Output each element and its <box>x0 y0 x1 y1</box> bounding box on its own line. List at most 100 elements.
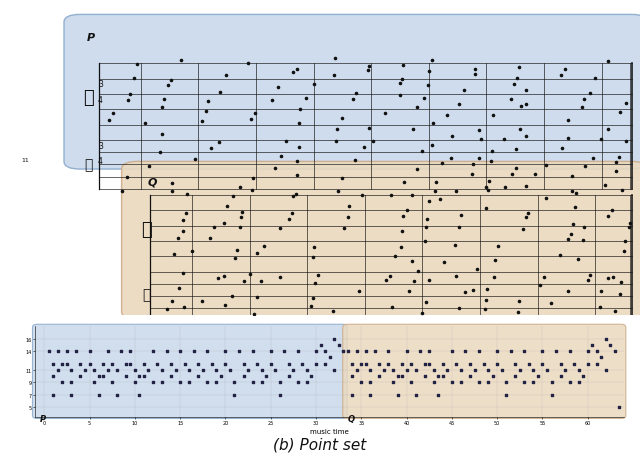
Point <box>284 373 294 380</box>
Point <box>166 297 177 305</box>
Point <box>488 373 498 380</box>
Point <box>406 360 416 368</box>
Point <box>511 146 521 153</box>
Point <box>542 366 552 374</box>
Point <box>515 366 525 374</box>
Point <box>257 366 267 374</box>
Point <box>123 97 133 104</box>
Point <box>567 174 577 181</box>
Point <box>474 379 484 386</box>
Point <box>533 373 543 380</box>
Point <box>222 203 232 210</box>
Point <box>603 58 613 65</box>
Point <box>175 348 185 355</box>
Point <box>292 379 303 386</box>
Point <box>601 335 611 343</box>
Point <box>501 379 511 386</box>
Point <box>356 360 367 368</box>
Point <box>603 213 613 220</box>
Point <box>607 207 617 214</box>
Point <box>556 72 566 79</box>
Point <box>497 366 507 374</box>
Point <box>351 348 362 355</box>
Point <box>483 366 493 374</box>
Point <box>363 67 373 75</box>
Point <box>276 153 286 160</box>
Point <box>397 373 407 380</box>
Point <box>596 288 606 295</box>
Point <box>397 76 408 83</box>
Point <box>470 66 480 73</box>
Point <box>596 354 607 361</box>
FancyBboxPatch shape <box>122 162 640 319</box>
Point <box>419 95 429 102</box>
Point <box>257 379 267 386</box>
Point <box>483 286 493 294</box>
Point <box>294 106 305 113</box>
Point <box>214 139 224 146</box>
Point <box>239 277 249 285</box>
Point <box>211 379 221 386</box>
Point <box>595 304 605 311</box>
Point <box>162 306 172 313</box>
Point <box>442 366 452 374</box>
Point <box>44 348 54 355</box>
Point <box>566 231 576 238</box>
Point <box>184 379 195 386</box>
Point <box>623 224 634 231</box>
Point <box>329 335 339 343</box>
Point <box>429 188 440 196</box>
Point <box>535 282 545 289</box>
Point <box>174 285 184 293</box>
Point <box>159 96 170 103</box>
Point <box>476 136 486 144</box>
Point <box>211 366 221 374</box>
Point <box>510 360 520 368</box>
Point <box>104 117 115 124</box>
Point <box>433 373 444 380</box>
Point <box>111 391 122 399</box>
Point <box>365 391 376 399</box>
Point <box>513 308 523 316</box>
Point <box>401 348 412 355</box>
Point <box>309 244 319 251</box>
Point <box>67 379 77 386</box>
Point <box>412 166 422 173</box>
Point <box>207 360 217 368</box>
Point <box>308 254 318 261</box>
Point <box>98 373 108 380</box>
Point <box>459 87 469 94</box>
Point <box>116 188 127 195</box>
Point <box>239 373 249 380</box>
Point <box>193 373 204 380</box>
Point <box>365 379 376 386</box>
Point <box>397 227 407 235</box>
Point <box>347 373 357 380</box>
Point <box>330 55 340 63</box>
Point <box>225 366 235 374</box>
Point <box>621 138 632 145</box>
Point <box>492 348 502 355</box>
Point <box>556 360 566 368</box>
Point <box>140 120 150 128</box>
Point <box>521 132 531 140</box>
Point <box>351 90 362 97</box>
Point <box>148 348 158 355</box>
Point <box>279 348 289 355</box>
FancyBboxPatch shape <box>33 325 348 419</box>
Point <box>134 373 145 380</box>
Point <box>161 348 172 355</box>
Point <box>89 379 99 386</box>
Point <box>541 194 551 202</box>
Point <box>611 168 621 175</box>
Point <box>157 366 167 374</box>
Point <box>179 304 189 311</box>
Point <box>337 115 348 123</box>
Point <box>339 225 349 232</box>
Text: P: P <box>40 414 46 423</box>
Point <box>281 138 291 145</box>
Point <box>320 360 330 368</box>
Point <box>333 341 344 349</box>
Point <box>93 373 104 380</box>
Point <box>365 366 376 374</box>
